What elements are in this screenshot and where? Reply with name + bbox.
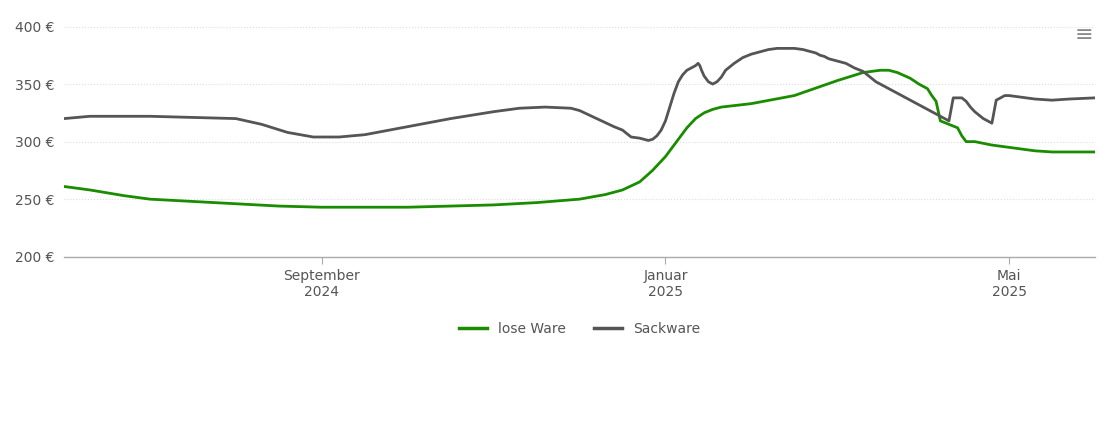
Legend: lose Ware, Sackware: lose Ware, Sackware [454, 316, 705, 342]
Text: ≡: ≡ [1074, 25, 1093, 45]
